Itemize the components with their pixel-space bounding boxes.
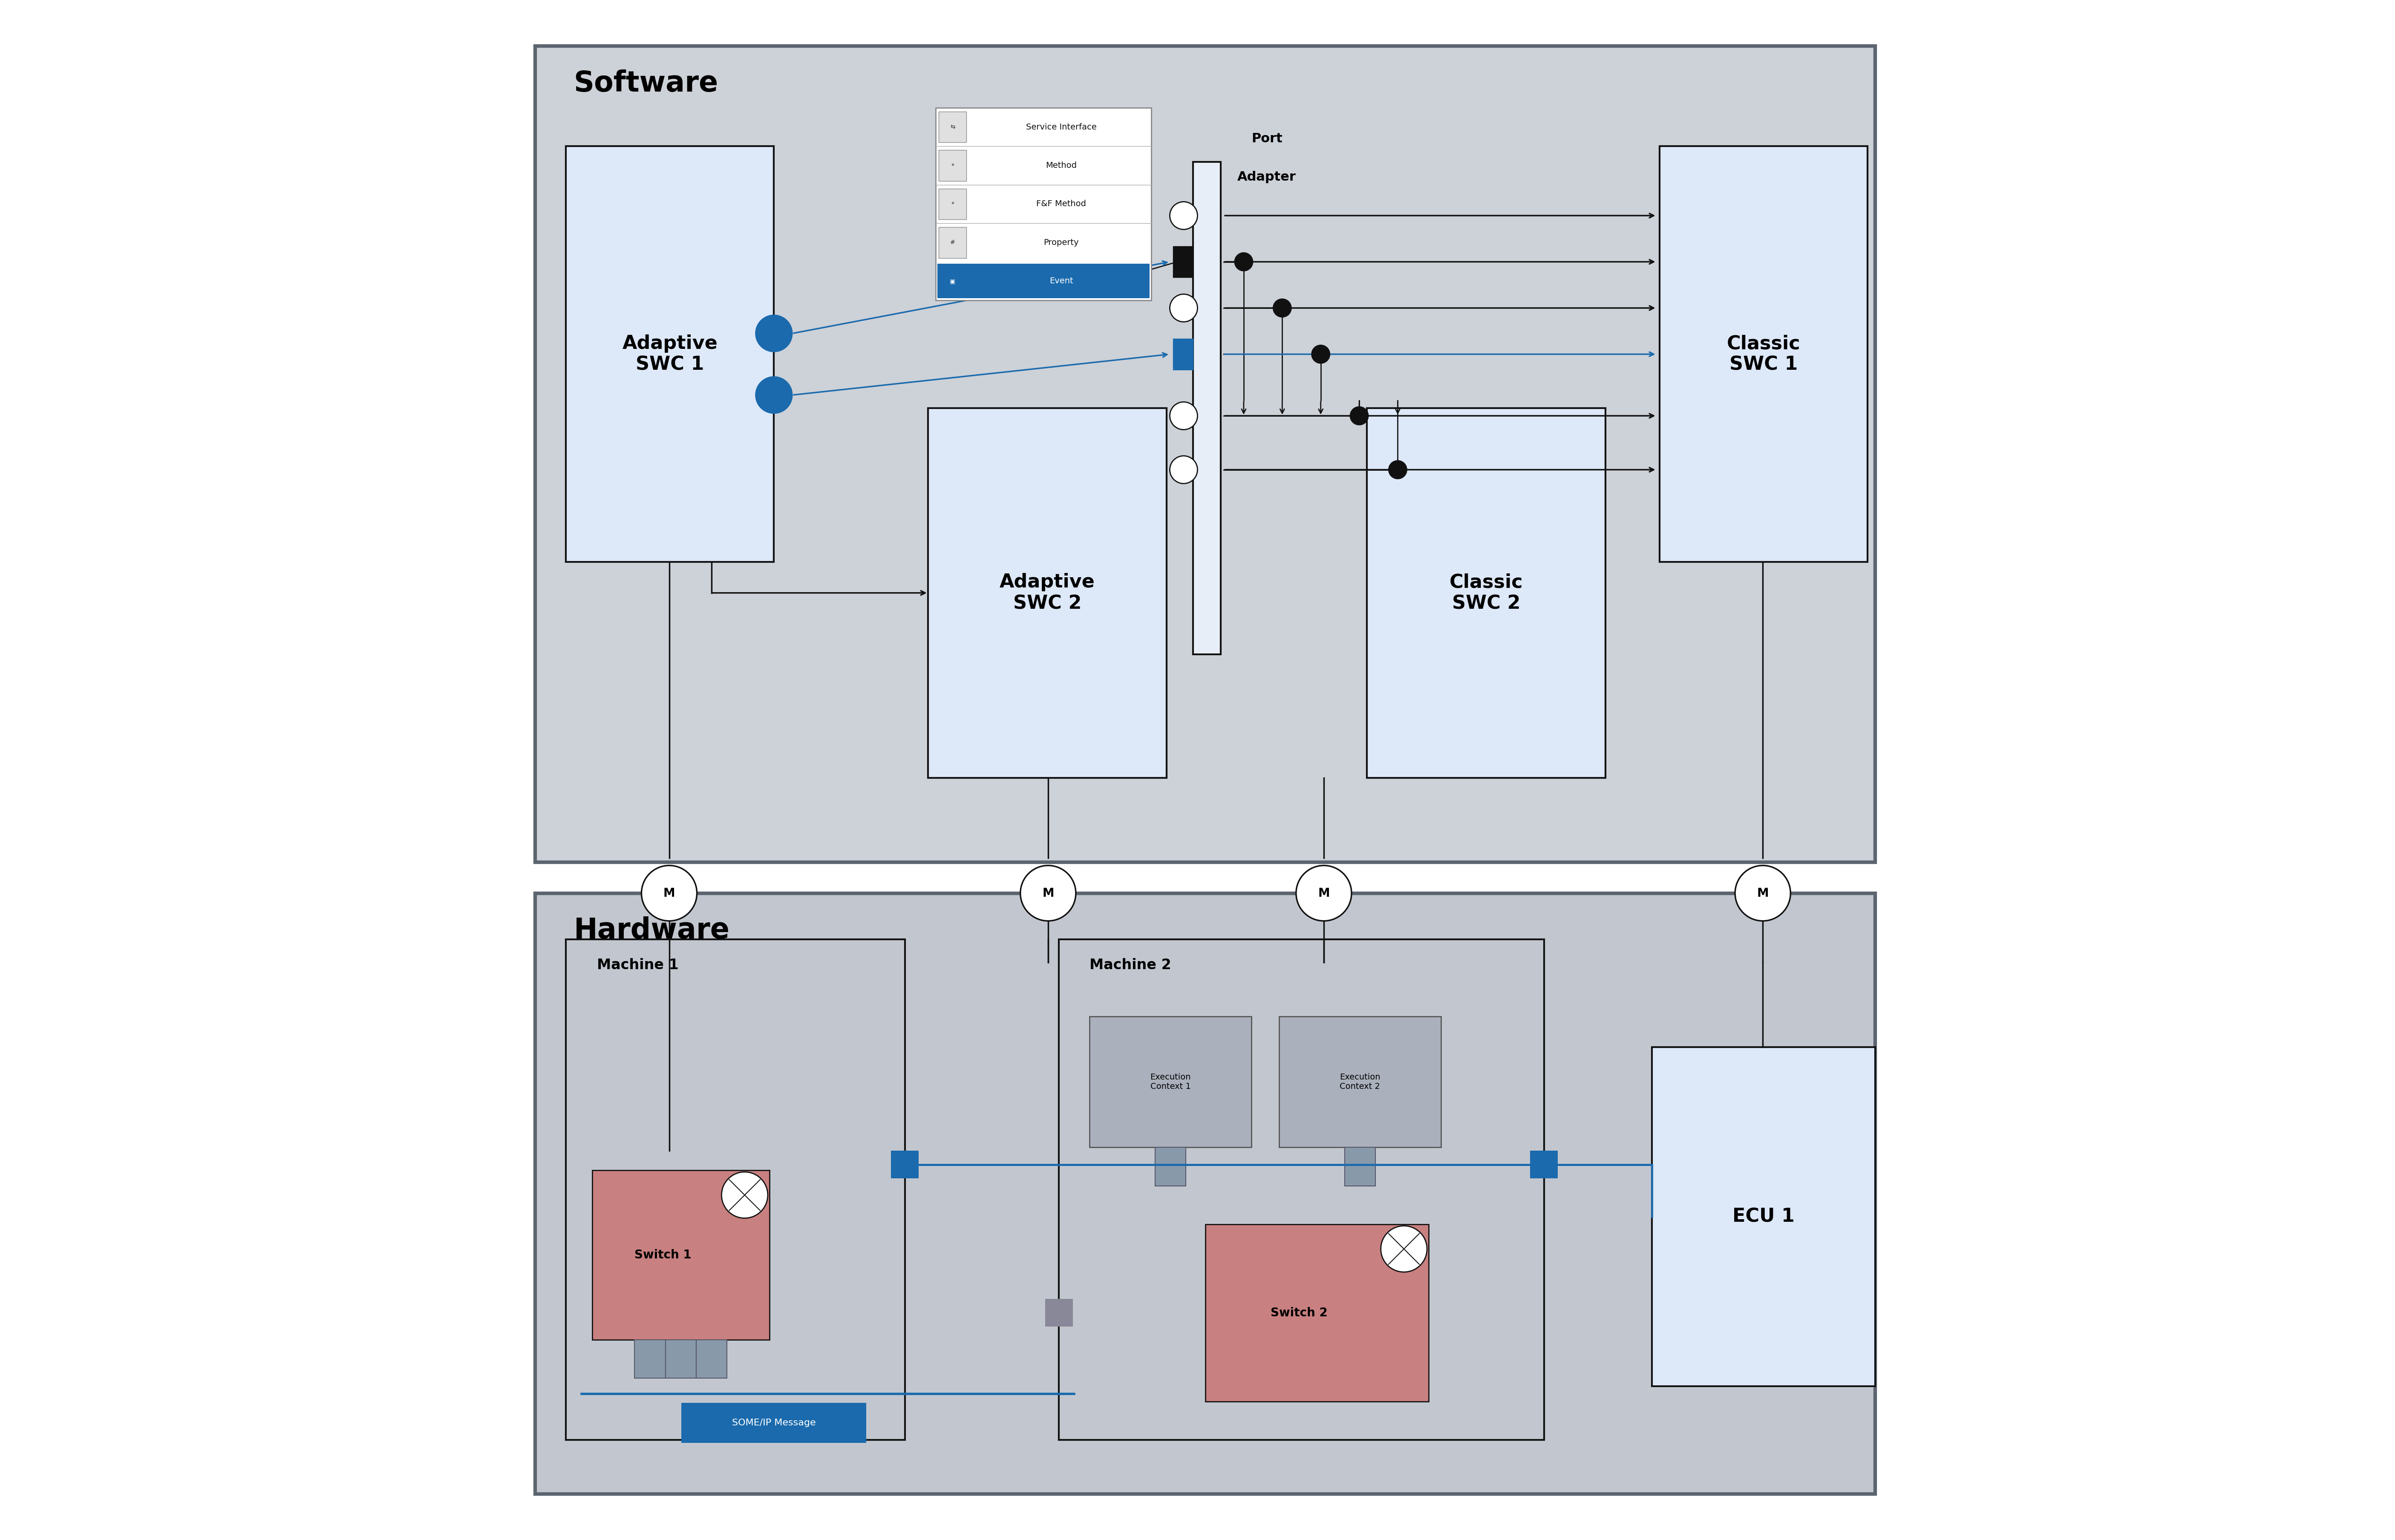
Circle shape xyxy=(642,865,697,921)
Bar xyxy=(936,263,1150,299)
Text: Switch 2: Switch 2 xyxy=(1269,1307,1327,1318)
Bar xyxy=(1205,1224,1427,1401)
Text: Classic
SWC 2: Classic SWC 2 xyxy=(1449,573,1523,613)
Text: Adapter: Adapter xyxy=(1238,171,1296,183)
Bar xyxy=(683,1403,867,1443)
Circle shape xyxy=(1274,299,1291,317)
Bar xyxy=(1059,939,1545,1440)
Text: F&F Method: F&F Method xyxy=(1037,200,1085,208)
Circle shape xyxy=(1233,253,1253,271)
Text: Machine 2: Machine 2 xyxy=(1090,958,1171,972)
Bar xyxy=(534,46,1875,862)
Bar xyxy=(1044,1300,1073,1327)
Bar xyxy=(939,111,968,143)
Text: *: * xyxy=(951,202,953,206)
Circle shape xyxy=(1351,407,1368,425)
Text: SOME/IP Message: SOME/IP Message xyxy=(733,1418,817,1428)
Text: M: M xyxy=(1317,887,1329,899)
Bar xyxy=(1154,1147,1186,1186)
Bar xyxy=(697,1340,728,1378)
Text: Execution
Context 1: Execution Context 1 xyxy=(1150,1073,1190,1090)
Text: #: # xyxy=(951,240,956,245)
Text: Adaptive
SWC 2: Adaptive SWC 2 xyxy=(999,573,1095,613)
Circle shape xyxy=(1169,402,1198,430)
Text: Switch 1: Switch 1 xyxy=(635,1249,692,1261)
Bar xyxy=(939,265,968,296)
Text: Event: Event xyxy=(1049,277,1073,285)
Circle shape xyxy=(1169,202,1198,229)
Text: M: M xyxy=(663,887,675,899)
Bar xyxy=(927,408,1166,778)
Bar xyxy=(534,893,1875,1494)
Text: Property: Property xyxy=(1044,239,1078,246)
Text: ⇆: ⇆ xyxy=(951,125,956,129)
Text: M: M xyxy=(1042,887,1054,899)
Bar xyxy=(1174,339,1193,370)
Bar xyxy=(1193,162,1221,654)
Bar xyxy=(635,1340,666,1378)
Circle shape xyxy=(1296,865,1351,921)
Text: Software: Software xyxy=(575,69,718,97)
Text: Service Interface: Service Interface xyxy=(1025,123,1097,131)
Circle shape xyxy=(754,314,793,351)
Bar xyxy=(1344,1147,1375,1186)
Bar xyxy=(1090,1016,1253,1147)
Bar xyxy=(939,149,968,180)
Text: ▣: ▣ xyxy=(951,279,956,283)
Text: Classic
SWC 1: Classic SWC 1 xyxy=(1727,334,1801,374)
Text: Adaptive
SWC 1: Adaptive SWC 1 xyxy=(623,334,718,374)
Text: Machine 1: Machine 1 xyxy=(596,958,678,972)
Text: ECU 1: ECU 1 xyxy=(1732,1207,1794,1226)
Circle shape xyxy=(1169,456,1198,484)
Bar xyxy=(936,108,1152,300)
Bar xyxy=(592,1170,769,1340)
Bar xyxy=(1530,1150,1557,1178)
Bar xyxy=(891,1150,920,1178)
Circle shape xyxy=(1020,865,1075,921)
Text: *: * xyxy=(951,163,953,168)
Bar xyxy=(1660,146,1868,562)
Text: Port: Port xyxy=(1250,132,1281,145)
Bar xyxy=(1279,1016,1442,1147)
Circle shape xyxy=(1734,865,1791,921)
Bar xyxy=(939,188,968,219)
Circle shape xyxy=(721,1172,769,1218)
Bar xyxy=(939,226,968,257)
Bar xyxy=(565,146,774,562)
Text: Method: Method xyxy=(1047,162,1078,169)
Text: Hardware: Hardware xyxy=(575,916,730,944)
Circle shape xyxy=(754,376,793,414)
Circle shape xyxy=(1382,1226,1427,1272)
Text: M: M xyxy=(1758,887,1768,899)
Bar xyxy=(1174,246,1193,277)
Bar xyxy=(666,1340,697,1378)
Bar xyxy=(1368,408,1605,778)
Circle shape xyxy=(1389,460,1406,479)
Circle shape xyxy=(1312,345,1329,363)
Bar xyxy=(565,939,905,1440)
Bar xyxy=(1653,1047,1875,1386)
Circle shape xyxy=(1169,294,1198,322)
Text: Execution
Context 2: Execution Context 2 xyxy=(1339,1073,1380,1090)
